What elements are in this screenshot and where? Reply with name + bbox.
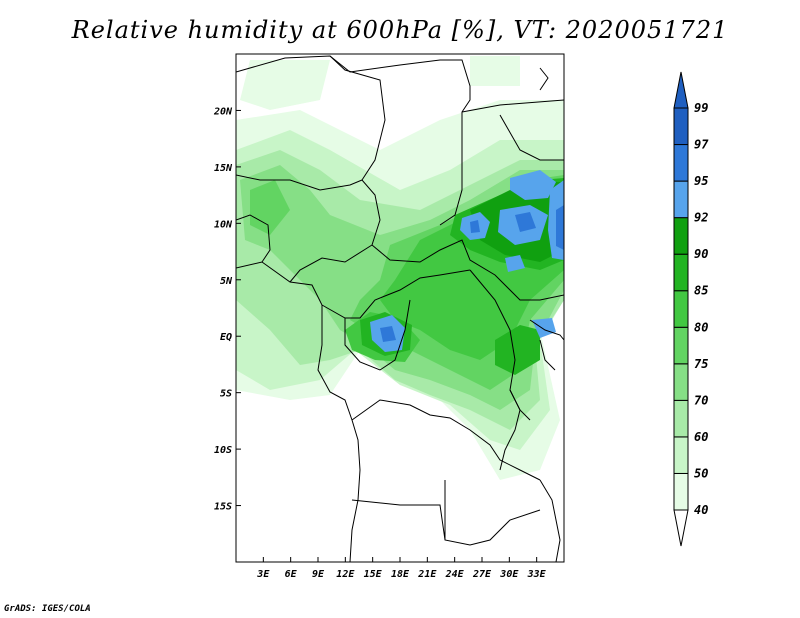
lon-tick-label: 18E (391, 569, 410, 580)
colorbar-segment (673, 472, 689, 511)
colorbar-segment (673, 436, 689, 474)
colorbar-label: 75 (694, 357, 708, 371)
longitude-axis: 3E 6E 9E 12E 15E 18E 21E 24E 27E 30E 33E (256, 557, 547, 580)
colorbar: 40 50 60 70 75 80 85 90 92 95 97 99 (673, 71, 709, 547)
colorbar-segment (673, 363, 689, 401)
grads-credit: GrADS: IGES/COLA (4, 604, 91, 614)
lon-tick-label: 21E (417, 569, 437, 580)
colorbar-label: 97 (694, 138, 709, 152)
colorbar-high-arrow (673, 71, 689, 109)
colorbar-label: 70 (694, 393, 708, 407)
lon-tick-label: 27E (472, 569, 492, 580)
colorbar-label: 90 (694, 247, 708, 261)
colorbar-label: 60 (694, 430, 708, 444)
lat-tick-label: 15N (214, 163, 233, 174)
lon-tick-label: 6E (285, 569, 298, 580)
lon-tick-label: 12E (336, 569, 355, 580)
colorbar-label: 40 (694, 503, 708, 517)
colorbar-label: 99 (694, 101, 708, 115)
colorbar-segment (673, 253, 689, 292)
lat-tick-label: 15S (214, 502, 232, 513)
lat-tick-label: 10S (214, 445, 232, 456)
colorbar-segment (673, 290, 689, 328)
lat-tick-label: 5S (220, 389, 232, 400)
lat-tick-label: EQ (220, 332, 232, 343)
lon-tick-label: 30E (499, 569, 519, 580)
colorbar-segment (673, 180, 689, 219)
country-borders (236, 55, 564, 562)
lat-tick-label: 5N (220, 276, 233, 287)
colorbar-label: 50 (694, 466, 708, 480)
colorbar-low-arrow (673, 509, 689, 547)
colorbar-segment (673, 107, 689, 146)
map-title: Relative humidity at 600hPa [%], VT: 202… (71, 16, 729, 44)
colorbar-segment (673, 217, 689, 255)
lon-tick-label: 33E (527, 569, 547, 580)
colorbar-segment (673, 144, 689, 182)
lon-tick-label: 9E (312, 569, 325, 580)
lat-tick-label: 10N (214, 219, 233, 230)
latitude-axis: 20N 15N 10N 5N EQ 5S 10S 15S (213, 106, 241, 513)
colorbar-segment (673, 399, 689, 438)
colorbar-segment (673, 326, 689, 365)
colorbar-label: 80 (694, 320, 708, 334)
lon-tick-label: 24E (445, 569, 465, 580)
lat-tick-label: 20N (213, 106, 233, 117)
colorbar-label: 85 (694, 284, 708, 298)
lon-tick-label: 3E (256, 569, 270, 580)
lon-tick-label: 15E (364, 569, 383, 580)
colorbar-label: 92 (694, 211, 708, 225)
colorbar-label: 95 (694, 174, 708, 188)
